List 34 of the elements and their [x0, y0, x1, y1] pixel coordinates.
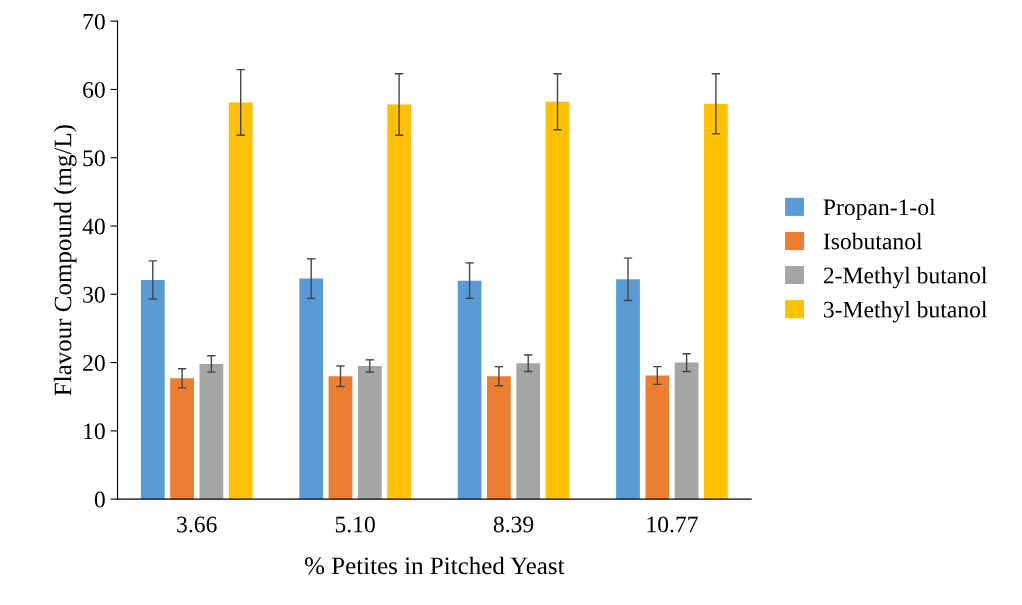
y-tick-label: 10 — [84, 423, 105, 440]
bar — [487, 376, 511, 500]
legend-label: Isobutanol — [823, 232, 923, 250]
y-tick-label: 60 — [83, 81, 105, 98]
bar — [170, 378, 194, 500]
y-axis-title: Flavour Compound (mg/L) — [53, 125, 77, 396]
bar — [645, 375, 670, 500]
bar — [199, 363, 224, 500]
bar — [545, 101, 570, 500]
bar — [704, 103, 728, 500]
bar — [674, 362, 699, 500]
x-tick-label: 3.66 — [177, 516, 217, 533]
x-tick-label: 10.77 — [647, 516, 698, 533]
legend-label: 3-Methyl butanol — [824, 300, 987, 323]
y-tick-label: 30 — [83, 286, 105, 303]
x-axis-title: % Petites in Pitched Yeast — [305, 556, 565, 575]
y-tick-label: 50 — [83, 150, 105, 167]
bar — [457, 280, 482, 500]
y-tick-label: 20 — [83, 355, 105, 371]
bar — [228, 102, 253, 500]
bar — [299, 278, 324, 500]
y-tick-label: 70 — [83, 13, 105, 30]
bar — [357, 365, 382, 500]
bar — [516, 363, 541, 500]
y-tick-label: 40 — [82, 218, 105, 235]
bar — [328, 376, 353, 500]
x-tick-label: 8.39 — [493, 516, 534, 533]
y-tick-label: 0 — [94, 491, 105, 508]
bar — [616, 279, 640, 500]
bar — [140, 279, 165, 500]
legend-label: 2-Methyl butanol — [823, 266, 987, 289]
legend-label: Propan-1-ol — [823, 198, 936, 221]
x-tick-label: 5.10 — [335, 516, 375, 533]
bar — [387, 104, 411, 500]
